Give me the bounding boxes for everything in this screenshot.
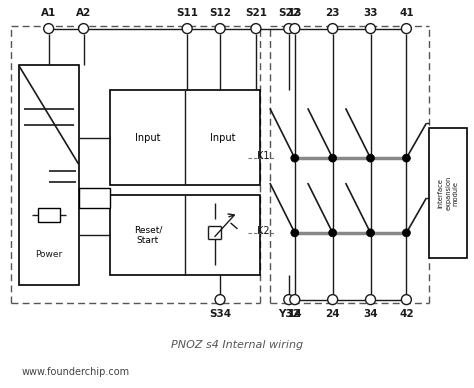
Text: 23: 23 [326,8,340,17]
Text: S21: S21 [245,8,267,17]
Text: Power: Power [35,250,62,259]
Bar [110,90,260,185]
Circle shape [290,24,300,34]
Text: 41: 41 [399,8,414,17]
Circle shape [284,24,294,34]
Circle shape [251,24,261,34]
Circle shape [328,229,337,237]
Circle shape [365,294,375,305]
Text: S11: S11 [176,8,198,17]
Circle shape [291,229,299,237]
Circle shape [215,294,225,305]
Circle shape [328,24,337,34]
Text: 13: 13 [288,8,302,17]
Text: K2: K2 [257,226,270,236]
Text: S22: S22 [278,8,300,17]
Text: K1: K1 [257,151,270,161]
Circle shape [215,24,225,34]
Circle shape [182,24,192,34]
Circle shape [328,294,337,305]
Circle shape [290,294,300,305]
Text: S34: S34 [209,308,231,319]
Circle shape [79,24,89,34]
Circle shape [401,294,411,305]
Text: A1: A1 [41,8,56,17]
Bar [38,208,60,222]
Circle shape [366,154,374,162]
Circle shape [328,154,337,162]
Bar [19,66,79,285]
Text: 33: 33 [363,8,378,17]
Circle shape [402,154,410,162]
Text: S12: S12 [209,8,231,17]
Circle shape [284,294,294,305]
Circle shape [291,154,299,162]
Text: Input: Input [135,133,161,143]
Circle shape [366,229,374,237]
Text: Interface
expansion
module: Interface expansion module [438,176,459,210]
Text: 14: 14 [287,308,302,319]
Text: www.founderchip.com: www.founderchip.com [21,367,130,378]
Text: 34: 34 [363,308,378,319]
Bar [79,188,110,208]
Text: A2: A2 [76,8,91,17]
Circle shape [365,24,375,34]
Circle shape [401,24,411,34]
Text: 42: 42 [399,308,414,319]
Circle shape [402,229,410,237]
Text: 24: 24 [325,308,340,319]
Bar [110,195,260,275]
Text: Y32: Y32 [278,308,300,319]
Circle shape [44,24,54,34]
Text: PNOZ s4 Internal wiring: PNOZ s4 Internal wiring [171,340,303,350]
Text: Reset/
Start: Reset/ Start [134,225,162,244]
Text: Input: Input [210,133,235,143]
Bar [429,128,467,258]
